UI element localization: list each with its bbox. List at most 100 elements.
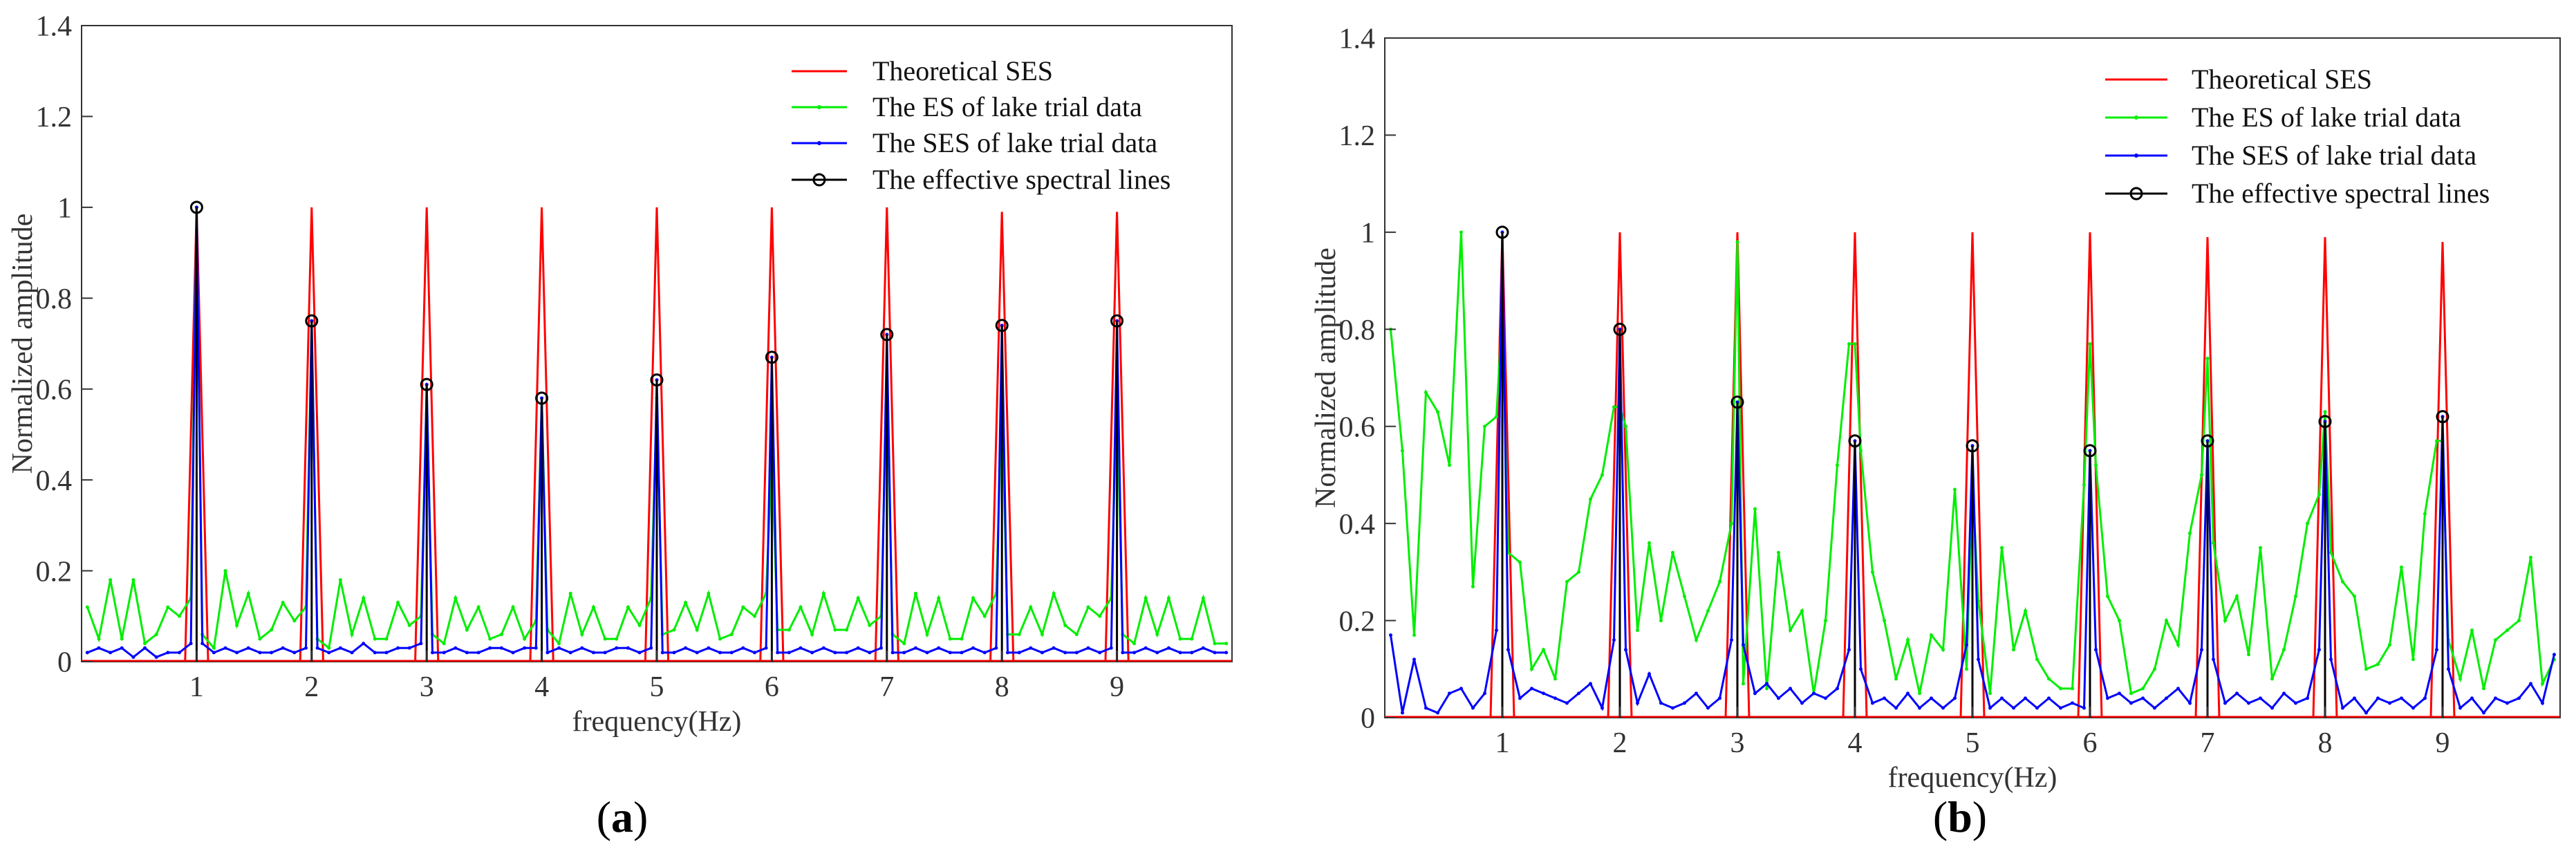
series-the-es-of-lake-trial-data-point	[350, 633, 354, 637]
series-the-ses-of-lake-trial-data-point	[1565, 701, 1569, 705]
series-the-es-of-lake-trial-data-point	[2482, 687, 2485, 691]
series-the-ses-of-lake-trial-data-point	[833, 651, 837, 655]
series-the-ses-of-lake-trial-data-point	[2235, 691, 2239, 696]
series-the-es-of-lake-trial-data-point	[2435, 439, 2438, 443]
series-the-effective-spectral-lines-marker	[880, 328, 894, 342]
series-the-ses-of-lake-trial-data-point	[1777, 696, 1780, 700]
series-the-ses-of-lake-trial-data-point	[2071, 701, 2074, 705]
series-the-es-of-lake-trial-data-point	[1052, 591, 1056, 595]
series-the-ses-of-lake-trial-data-point	[672, 651, 676, 655]
series-the-ses-of-lake-trial-data-point	[1636, 701, 1639, 705]
series-the-ses-of-lake-trial-data-point	[626, 646, 630, 650]
series-the-ses-of-lake-trial-data-point	[511, 651, 515, 655]
series-the-es-of-lake-trial-data-point	[1624, 425, 1627, 429]
series-the-es-of-lake-trial-data-point	[476, 605, 480, 609]
series-the-ses-of-lake-trial-data-point	[523, 646, 527, 650]
series-the-ses-of-lake-trial-data-point	[1765, 682, 1768, 686]
x-tick-label: 3	[420, 671, 434, 703]
x-tick-label: 3	[1730, 727, 1745, 759]
legend-marker	[817, 141, 821, 145]
series-theoretical-ses-peak	[759, 207, 785, 662]
series-the-ses-of-lake-trial-data-point	[1040, 651, 1044, 655]
series-theoretical-ses-peak	[2077, 232, 2103, 718]
series-the-es-of-lake-trial-data-point	[925, 633, 929, 637]
x-tick-label: 6	[2083, 727, 2098, 759]
series-the-ses-of-lake-trial-data-point	[1424, 706, 1428, 710]
series-the-ses-of-lake-trial-data-point	[373, 651, 377, 655]
series-the-es-of-lake-trial-data-point	[741, 605, 745, 609]
legend-label: The effective spectral lines	[872, 164, 1170, 195]
series-the-ses-of-lake-trial-data-point	[235, 651, 239, 655]
series-the-ses-of-lake-trial-data-point	[476, 651, 480, 655]
series-the-es-of-lake-trial-data-point	[1883, 619, 1886, 623]
series-the-es-of-lake-trial-data-point	[845, 628, 849, 632]
series-the-ses-of-lake-trial-data-point	[1132, 651, 1137, 655]
series-the-ses-of-lake-trial-data-point	[960, 651, 964, 655]
series-the-es-of-lake-trial-data-point	[1988, 691, 1992, 696]
series-the-es-of-lake-trial-data-point	[2176, 643, 2180, 647]
series-theoretical-ses-peak	[414, 207, 440, 662]
series-the-ses-of-lake-trial-data-point	[1977, 658, 1980, 662]
series-theoretical-ses-peak	[1724, 232, 1751, 718]
x-tick-label: 2	[304, 671, 319, 703]
series-the-es-of-lake-trial-data-point	[1918, 691, 1921, 696]
series-the-es-of-lake-trial-data-point	[591, 605, 595, 609]
series-the-es-of-lake-trial-data-point	[1471, 584, 1475, 588]
series-the-ses-of-lake-trial-data-point	[338, 646, 342, 650]
series-the-ses-of-lake-trial-data-point	[2012, 706, 2015, 710]
series-the-ses-of-lake-trial-data-point	[1052, 646, 1056, 650]
series-the-ses-of-lake-trial-data-point	[1883, 696, 1886, 700]
x-axis-label: frequency(Hz)	[572, 706, 742, 738]
legend-label: The SES of lake trial data	[872, 127, 1157, 158]
series-the-ses-of-lake-trial-data-point	[684, 646, 688, 650]
series-the-es-of-lake-trial-data-point	[1459, 230, 1463, 234]
series-the-es-of-lake-trial-data-point	[626, 605, 630, 609]
series-the-es-of-lake-trial-data-point	[2470, 628, 2474, 633]
series-the-es-of-lake-trial-data-point	[1894, 677, 1898, 681]
series-the-es-of-lake-trial-data-point	[154, 633, 158, 637]
series-the-es-of-lake-trial-data-point	[338, 578, 342, 582]
series-the-es-of-lake-trial-data-point	[2000, 546, 2004, 550]
series-the-ses-of-lake-trial-data-point	[1017, 651, 1021, 655]
series-the-ses-of-lake-trial-data-point	[1859, 667, 1863, 671]
x-tick-label: 8	[995, 671, 1009, 703]
series-the-es-of-lake-trial-data-point	[672, 628, 676, 632]
series-the-ses-of-lake-trial-data-point	[994, 646, 998, 650]
series-the-ses-of-lake-trial-data-point	[1553, 696, 1557, 700]
series-the-ses-of-lake-trial-data-point	[454, 646, 458, 650]
legend-marker	[812, 173, 826, 187]
series-the-es-of-lake-trial-data-point	[1166, 596, 1170, 600]
legend-label: Theoretical SES	[2192, 64, 2372, 95]
series-theoretical-ses-peak	[2429, 241, 2456, 718]
series-the-es-of-lake-trial-data-point	[1086, 605, 1090, 609]
series-the-ses-of-lake-trial-data-point	[2082, 706, 2086, 710]
series-the-ses-of-lake-trial-data-point	[212, 651, 216, 655]
series-the-es-of-lake-trial-data-point	[695, 628, 699, 632]
series-theoretical-ses-peak	[1959, 232, 1986, 718]
y-tick-label: 0.2	[36, 556, 73, 588]
series-the-es-of-lake-trial-data-point	[2106, 594, 2109, 598]
series-the-ses-of-lake-trial-data-point	[1589, 682, 1592, 686]
series-the-es-of-lake-trial-data-point	[1436, 410, 1439, 414]
x-tick-label: 9	[1110, 671, 1124, 703]
series-the-ses-of-lake-trial-data-point	[166, 651, 170, 655]
series-the-ses-of-lake-trial-data-point	[1459, 687, 1463, 691]
series-the-es-of-lake-trial-data-point	[1063, 623, 1067, 627]
series-the-es-of-lake-trial-data-point	[568, 591, 572, 595]
series-the-es-of-lake-trial-data-point	[465, 628, 469, 632]
series-the-es-of-lake-trial-data-point	[1542, 648, 1545, 652]
series-the-ses-of-lake-trial-data-point	[131, 655, 136, 659]
series-the-ses-of-lake-trial-data-point	[799, 646, 803, 650]
x-tick-label: 2	[1613, 727, 1627, 759]
series-the-es-of-lake-trial-data-point	[1742, 682, 1745, 686]
series-the-es-of-lake-trial-data-point	[499, 633, 503, 637]
series-the-es-of-lake-trial-data-point	[1190, 637, 1194, 641]
series-the-ses-of-lake-trial-data-point	[868, 651, 872, 655]
series-the-es-of-lake-trial-data-point	[1412, 633, 1416, 637]
series-the-effective-spectral-lines-marker	[650, 373, 664, 387]
legend-label: Theoretical SES	[872, 55, 1053, 86]
x-axis-label: frequency(Hz)	[1888, 762, 2057, 794]
y-tick-label: 0.2	[1339, 606, 1376, 637]
x-tick-label: 4	[534, 671, 549, 703]
series-the-ses-of-lake-trial-data-point	[568, 651, 572, 655]
